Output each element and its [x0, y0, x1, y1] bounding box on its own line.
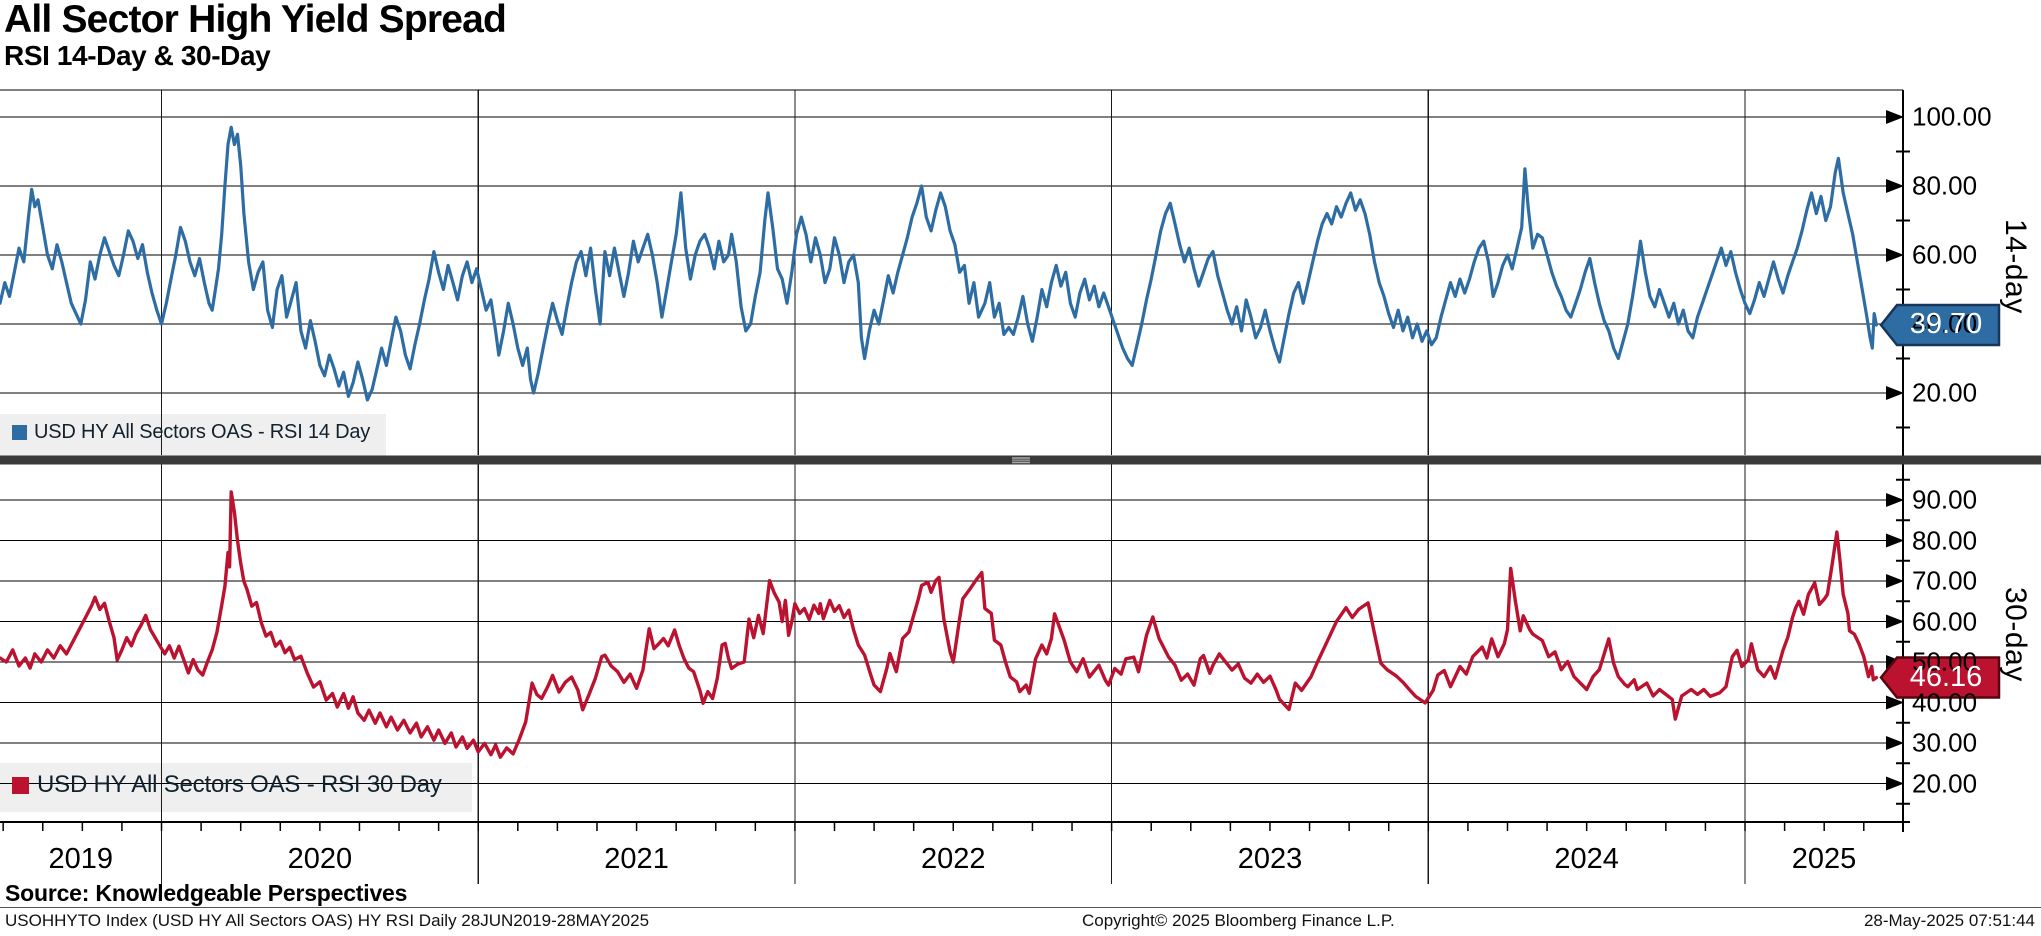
legend-label-rsi14: USD HY All Sectors OAS - RSI 14 Day [34, 421, 371, 443]
page-subtitle: RSI 14-Day & 30-Day [4, 40, 271, 71]
x-axis-year-label: 2020 [287, 843, 353, 875]
y-axis-tick-label: 30.00 [1912, 727, 1978, 758]
footer-divider-line [0, 907, 2041, 908]
y-axis-tick-label: 20.00 [1912, 768, 1978, 798]
axis-arrow-icon [1886, 110, 1904, 124]
rsi-line-series [0, 125, 1879, 402]
axis-arrow-icon [1886, 179, 1904, 193]
axis-arrow-icon [1886, 574, 1904, 588]
axis-arrow-icon [1886, 776, 1904, 791]
y-axis-tick-label: 70.00 [1912, 565, 1978, 596]
y-axis-tick-label: 40.00 [1912, 308, 1978, 339]
last-value-badge-shape [1879, 656, 2001, 699]
axis-arrow-icon [1886, 493, 1904, 507]
legend-item-rsi14[interactable]: USD HY All Sectors OAS - RSI 14 Day [12, 421, 370, 444]
y-axis-tick-label: 100.00 [1912, 101, 1992, 132]
y-axis-tick-label: 20.00 [1912, 377, 1978, 408]
top-panel-axis-title: 14-day [1999, 219, 2032, 314]
axis-arrow-icon [1886, 248, 1904, 262]
legend-bg-rsi14 [0, 414, 386, 456]
pane-resize-handle[interactable] [1012, 457, 1030, 464]
axis-arrow-icon [1886, 695, 1904, 710]
legend-item-rsi30[interactable]: USD HY All Sectors OAS - RSI 30 Day [12, 771, 442, 799]
bottom-panel-axis-title: 30-day [1999, 587, 2032, 682]
rsi-line-series [0, 490, 1879, 759]
legend-label-rsi30: USD HY All Sectors OAS - RSI 30 Day [37, 771, 442, 798]
y-axis-tick-label: 80.00 [1912, 170, 1978, 201]
legend-swatch-rsi14-icon [12, 425, 27, 440]
axis-arrow-icon [1886, 533, 1904, 548]
pane-divider [0, 455, 2041, 465]
legend-swatch-rsi30-icon [12, 776, 29, 794]
x-axis-year-label: 2019 [48, 843, 114, 875]
legend-backgrounds [0, 414, 472, 812]
last-value-badge-rsi30: 46.16 [1909, 661, 1983, 693]
last-value-badge-rsi14: 39.70 [1909, 308, 1983, 340]
x-axis-year-label: 2023 [1237, 843, 1303, 875]
y-axis-tick-label: 60.00 [1912, 239, 1978, 270]
last-value-badge-shape [1879, 303, 2001, 347]
y-axis-tick-label: 80.00 [1912, 525, 1978, 555]
page-title: All Sector High Yield Spread [4, 0, 507, 41]
source-label: Source: Knowledgeable Perspectives [5, 880, 408, 906]
axis-arrow-icon [1886, 736, 1904, 750]
y-axis-tick-label: 60.00 [1912, 606, 1978, 636]
y-axis-tick-label: 90.00 [1912, 484, 1978, 515]
x-axis-year-label: 2024 [1554, 843, 1619, 875]
security-description: USOHHYTO Index (USD HY All Sectors OAS) … [5, 911, 650, 930]
x-axis-year-label: 2025 [1791, 843, 1857, 875]
y-axis-tick-label: 50.00 [1912, 646, 1978, 677]
copyright-notice: Copyright© 2025 Bloomberg Finance L.P. [1082, 911, 1395, 930]
x-axis-year-label: 2022 [921, 843, 986, 875]
axis-arrow-icon [1886, 386, 1904, 400]
y-axis-tick-label: 40.00 [1912, 687, 1978, 717]
axis-arrow-icon [1886, 614, 1904, 629]
timestamp: 28-May-2025 07:51:44 [1863, 911, 2035, 930]
legend-bg-rsi30 [0, 763, 472, 812]
x-axis-year-label: 2021 [604, 843, 669, 875]
